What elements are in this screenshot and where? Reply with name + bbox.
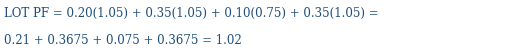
Text: LOT PF = 0.20(1.05) + 0.35(1.05) + 0.10(0.75) + 0.35(1.05) =: LOT PF = 0.20(1.05) + 0.35(1.05) + 0.10(… [4,6,379,20]
Text: 0.21 + 0.3675 + 0.075 + 0.3675 = 1.02: 0.21 + 0.3675 + 0.075 + 0.3675 = 1.02 [4,34,242,47]
